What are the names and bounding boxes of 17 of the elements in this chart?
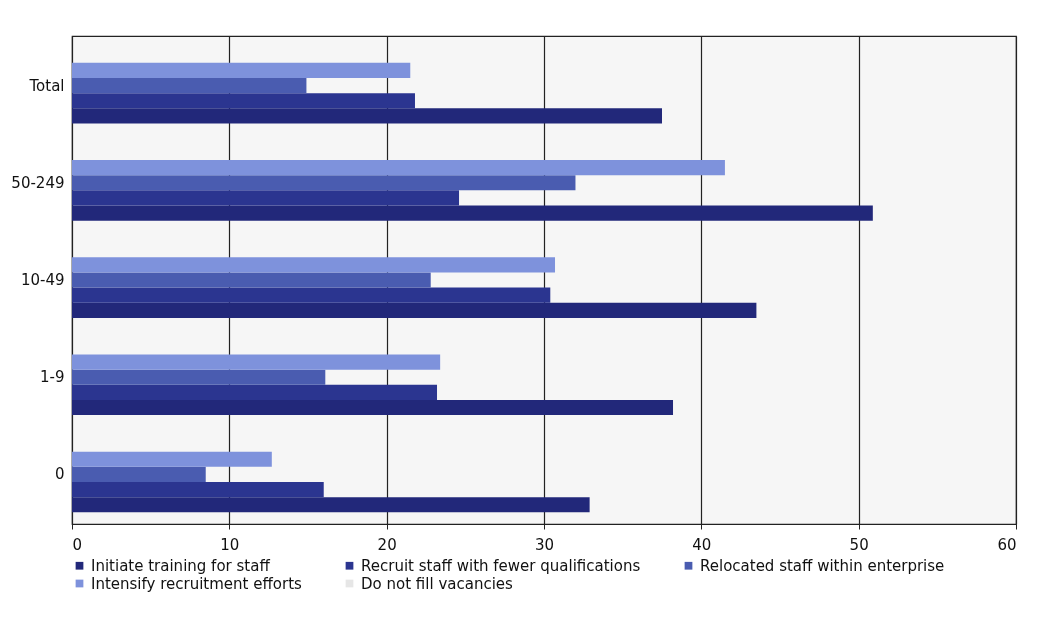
y-tick-label: 0 bbox=[54, 465, 65, 484]
x-tick-label: 40 bbox=[692, 535, 712, 554]
legend-label: Do not fill vacancies bbox=[361, 574, 514, 593]
x-tick-label: 0 bbox=[72, 535, 83, 554]
y-tick-label: Total bbox=[28, 76, 65, 95]
y-tick-label: 1-9 bbox=[40, 368, 65, 387]
x-tick-label: 60 bbox=[997, 535, 1017, 554]
legend-label: Initiate training for staff bbox=[91, 556, 271, 575]
legend-label: Relocated staff within enterprise bbox=[700, 556, 945, 575]
legend-label: Recruit staff with fewer qualifications bbox=[361, 556, 641, 575]
y-tick-label: 50-249 bbox=[11, 173, 65, 192]
y-tick-label: 10-49 bbox=[20, 271, 65, 289]
x-tick-label: 30 bbox=[534, 535, 555, 554]
x-tick-label: 50 bbox=[849, 535, 869, 554]
legend-label: Intensify recruitment efforts bbox=[91, 574, 303, 593]
x-tick-label: 20 bbox=[377, 535, 397, 554]
x-tick-label: 10 bbox=[220, 535, 240, 554]
